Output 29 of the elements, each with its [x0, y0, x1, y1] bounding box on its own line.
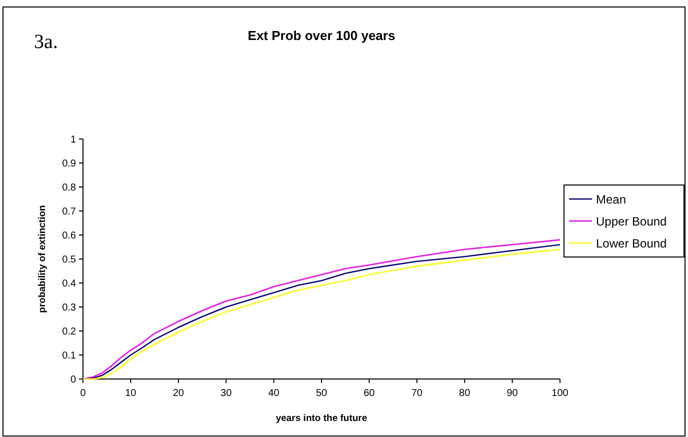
chart-title: Ext Prob over 100 years — [248, 28, 396, 43]
y-axis-title: probability of extinction — [37, 204, 48, 313]
x-tick-label: 80 — [459, 388, 471, 399]
x-tick-label: 50 — [316, 388, 328, 399]
x-tick-label: 10 — [125, 388, 137, 399]
y-tick-label: 0 — [70, 374, 76, 386]
x-tick-label: 40 — [268, 388, 280, 399]
x-tick-label: 70 — [411, 388, 423, 399]
x-tick-label: 20 — [172, 388, 184, 399]
x-tick-label: 90 — [506, 388, 518, 399]
legend-label: Upper Bound — [596, 214, 667, 228]
x-tick-label: 30 — [220, 388, 232, 399]
y-tick-label: 0.8 — [62, 182, 76, 194]
y-tick-label: 0.5 — [62, 254, 76, 266]
text: 3a. — [34, 31, 58, 53]
y-tick-label: 0.9 — [62, 158, 76, 170]
y-tick-label: 0.4 — [62, 278, 76, 290]
y-tick-label: 1 — [70, 134, 76, 146]
y-tick-label: 0.7 — [62, 206, 76, 218]
x-tick-label: 60 — [364, 388, 376, 399]
y-tick-label: 0.3 — [62, 302, 76, 314]
y-tick-label: 0.2 — [62, 326, 76, 338]
x-tick-label: 100 — [552, 388, 569, 399]
x-axis-title: years into the future — [276, 413, 368, 424]
y-tick-label: 0.6 — [62, 230, 76, 242]
y-tick-label: 0.1 — [62, 350, 76, 362]
legend-label: Mean — [596, 192, 626, 206]
legend-label: Lower Bound — [596, 236, 667, 250]
x-tick-label: 0 — [80, 388, 86, 399]
